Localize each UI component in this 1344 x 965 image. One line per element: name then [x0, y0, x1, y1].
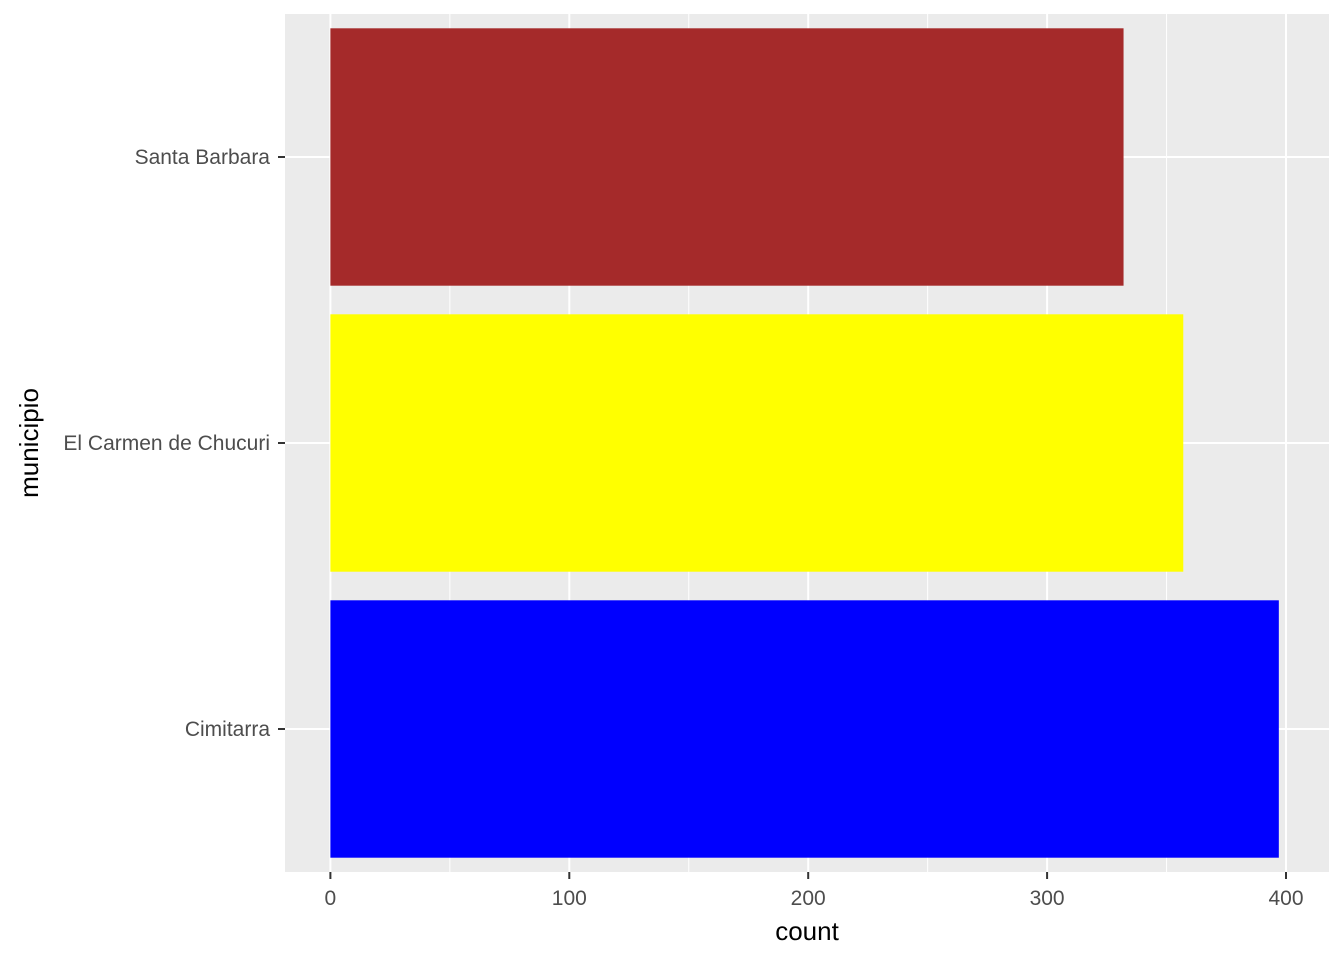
x-axis-ticks: 0 100 200 300 400: [325, 872, 1304, 910]
y-tick-label: Santa Barbara: [135, 146, 271, 169]
y-axis-title: municipio: [14, 388, 44, 498]
y-axis-ticks: Cimitarra El Carmen de Chucuri Santa Barba…: [63, 146, 285, 741]
x-tick-label: 0: [325, 887, 337, 910]
x-tick-label: 400: [1268, 887, 1303, 910]
bars: [330, 28, 1279, 858]
x-tick-label: 100: [552, 887, 587, 910]
y-tick-label: Cimitarra: [185, 718, 270, 741]
x-tick-label: 300: [1030, 887, 1065, 910]
bar-cimitarra: [330, 600, 1279, 858]
x-tick-label: 200: [791, 887, 826, 910]
x-axis-title: count: [775, 916, 839, 946]
y-tick-label: El Carmen de Chucuri: [63, 432, 270, 455]
bar-el-carmen-de-chucuri: [330, 314, 1184, 572]
bar-santa-barbara: [330, 28, 1124, 286]
